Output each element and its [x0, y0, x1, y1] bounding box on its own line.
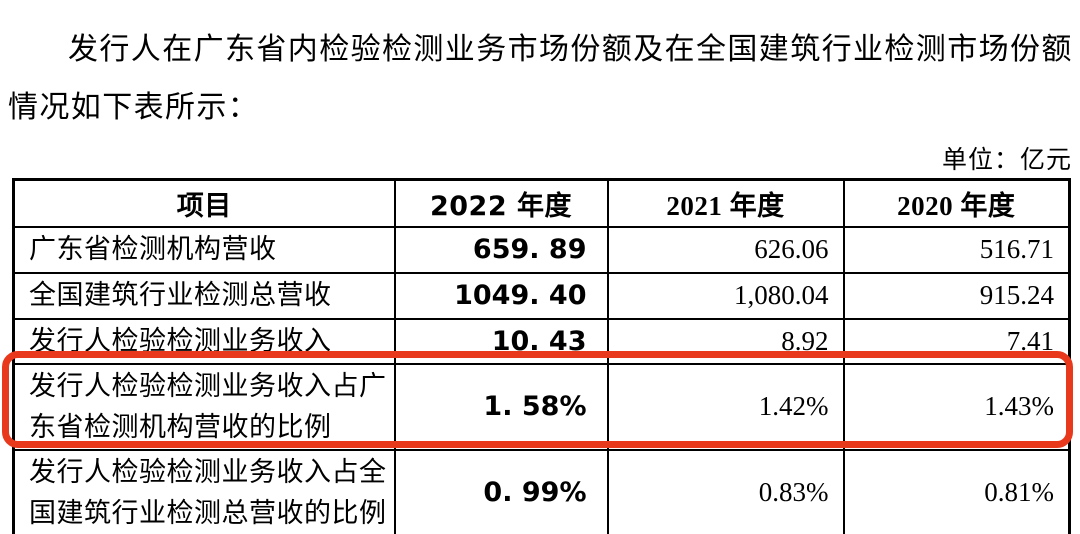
value-2021: 1,080.04 [606, 271, 845, 320]
value-2021: 1.42% [606, 362, 845, 451]
intro-paragraph-line2: 情况如下表所示： [8, 91, 260, 124]
table-row-guangdong-revenue: 广东省检测机构营收 659. 89 626.06 516.71 [12, 225, 1071, 274]
intro-paragraph-line1: 发行人在广东省内检验检测业务市场份额及在全国建筑行业检测市场份额 [68, 33, 1073, 66]
value-2021: 0.83% [606, 448, 845, 534]
row-label: 发行人检验检测业务收入占广东省检测机构营收的比例 [12, 362, 396, 451]
row-label: 发行人检验检测业务收入 [12, 317, 396, 365]
unit-label: 单位：亿元 [941, 147, 1072, 174]
row-label: 全国建筑行业检测总营收 [12, 271, 396, 320]
table-row-national-share: 发行人检验检测业务收入占全国建筑行业检测总营收的比例 0. 99% 0.83% … [12, 448, 1071, 534]
value-2020: 7.41 [842, 317, 1071, 365]
header-item: 项目 [12, 178, 396, 228]
value-2022: 10. 43 [393, 317, 609, 365]
table-header-row: 项目 2022 年度 2021 年度 2020 年度 [12, 178, 1071, 228]
header-2022: 2022 年度 [393, 178, 609, 228]
header-2020: 2020 年度 [842, 178, 1071, 228]
value-2022: 659. 89 [393, 225, 609, 274]
row-label: 发行人检验检测业务收入占全国建筑行业检测总营收的比例 [12, 448, 396, 534]
table-row-issuer-revenue: 发行人检验检测业务收入 10. 43 8.92 7.41 [12, 317, 1071, 365]
value-2022: 0. 99% [393, 448, 609, 534]
value-2020: 915.24 [842, 271, 1071, 320]
value-2022: 1. 58% [393, 362, 609, 451]
header-2021: 2021 年度 [606, 178, 845, 228]
value-2020: 516.71 [842, 225, 1071, 274]
value-2020: 0.81% [842, 448, 1071, 534]
value-2021: 8.92 [606, 317, 845, 365]
value-2020: 1.43% [842, 362, 1071, 451]
market-share-table: 项目 2022 年度 2021 年度 2020 年度 广东省检测机构营收 659… [12, 178, 1071, 534]
table-row-national-revenue: 全国建筑行业检测总营收 1049. 40 1,080.04 915.24 [12, 271, 1071, 320]
table-row-guangdong-share-highlighted: 发行人检验检测业务收入占广东省检测机构营收的比例 1. 58% 1.42% 1.… [12, 362, 1071, 451]
value-2021: 626.06 [606, 225, 845, 274]
row-label: 广东省检测机构营收 [12, 225, 396, 274]
value-2022: 1049. 40 [393, 271, 609, 320]
